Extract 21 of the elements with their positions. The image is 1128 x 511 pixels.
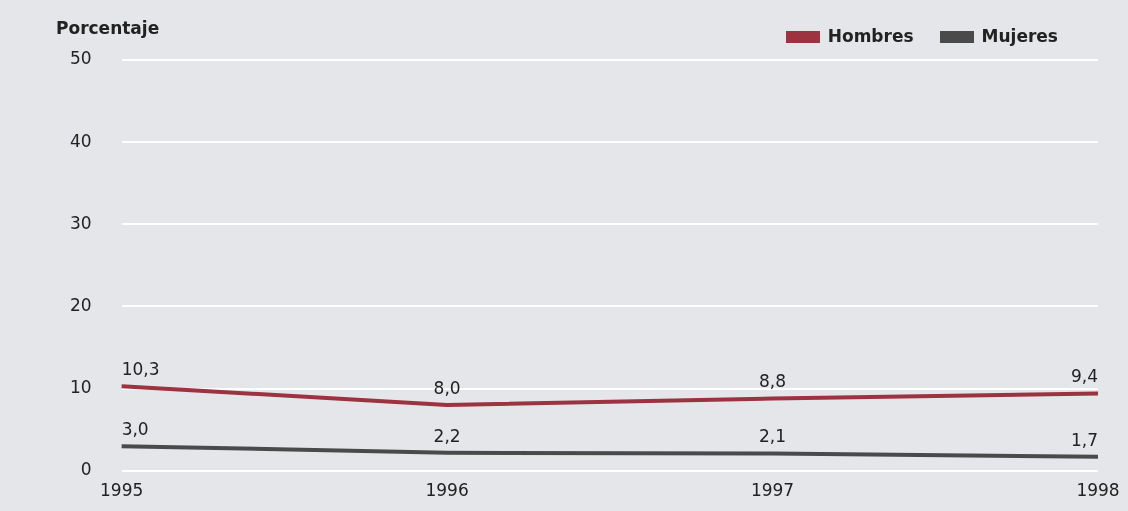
y-tick-label: 0 [80,459,92,480]
data-label: 1,7 [1070,429,1098,450]
data-label: 8,8 [759,371,787,392]
data-label: 9,4 [1070,366,1098,387]
x-tick-label: 1995 [100,480,144,501]
legend-label: Hombres [826,26,914,46]
y-tick-label: 50 [69,48,92,69]
y-axis-title: Porcentaje [56,18,160,38]
x-tick-label: 1997 [750,480,795,501]
data-label: 10,3 [121,359,160,380]
x-tick-label: 1998 [1076,480,1120,501]
y-tick-label: 20 [69,294,92,315]
data-label: 2,2 [433,425,461,446]
legend-label: Mujeres [980,26,1058,46]
data-label: 2,1 [759,426,787,447]
y-tick-label: 10 [69,377,92,398]
y-tick-label: 40 [69,130,92,151]
x-tick-label: 1996 [425,480,469,501]
data-label: 3,0 [121,419,149,440]
data-label: 8,0 [433,377,461,398]
y-tick-label: 30 [69,212,92,233]
